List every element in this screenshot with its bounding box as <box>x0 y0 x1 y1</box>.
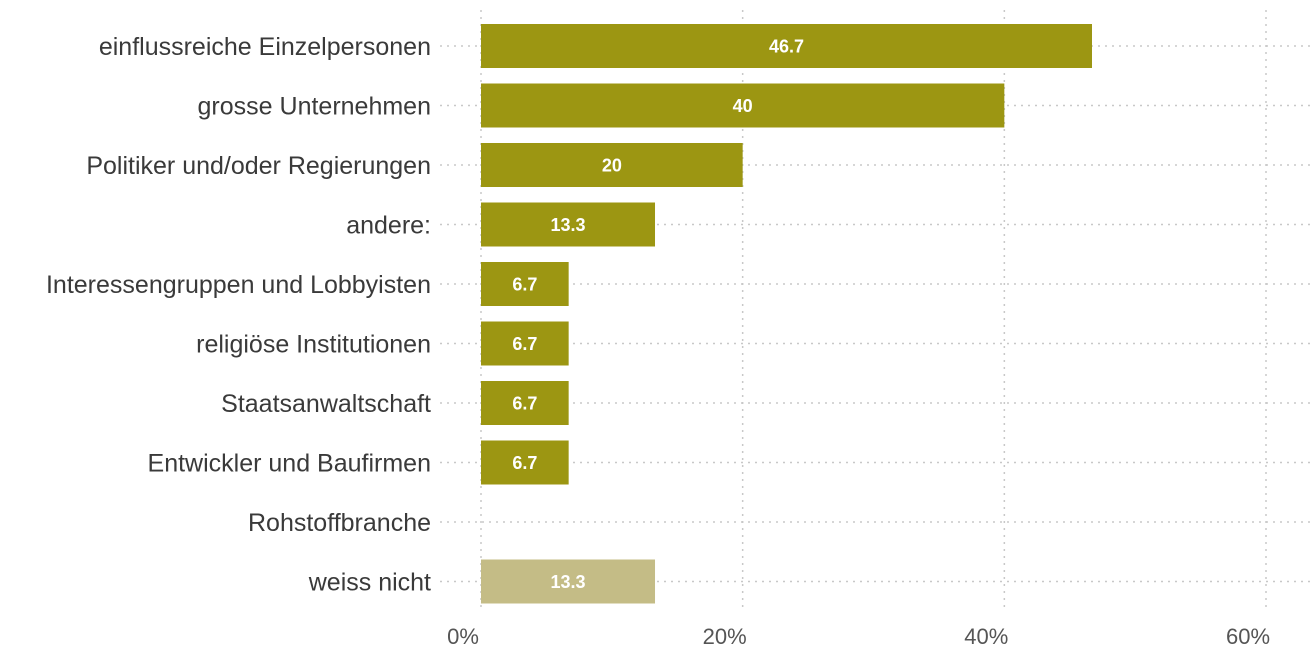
bar <box>481 24 1092 68</box>
bars <box>481 24 1092 604</box>
bar-value-label: 46.7 <box>769 37 804 57</box>
category-label: Staatsanwaltschaft <box>221 390 431 418</box>
category-label: grosse Unternehmen <box>198 93 431 121</box>
bar-value-label: 40 <box>733 96 753 116</box>
bar <box>481 202 656 247</box>
category-label: weiss nicht <box>308 569 431 597</box>
bar <box>481 381 569 425</box>
category-label: Rohstoffbranche <box>248 509 431 537</box>
bar <box>481 143 743 187</box>
category-label: religiöse Institutionen <box>196 331 431 359</box>
x-tick-label: 0% <box>447 624 479 649</box>
bar <box>481 83 1005 128</box>
category-label: einflussreiche Einzelpersonen <box>99 33 431 61</box>
x-axis-tick-labels: 0% 20% 40% 60% <box>447 624 1270 649</box>
bar <box>481 559 656 604</box>
category-labels: einflussreiche Einzelpersonen grosse Unte… <box>46 33 431 597</box>
x-tick-label: 60% <box>1226 624 1270 649</box>
value-labels: 46.7 40 20 13.3 6.7 6.7 6.7 6.7 13.3 <box>512 37 804 593</box>
category-label: andere: <box>346 212 431 240</box>
bar-value-label: 13.3 <box>550 215 585 235</box>
x-tick-label: 20% <box>703 624 747 649</box>
bar-value-label: 6.7 <box>512 394 537 414</box>
bar-value-label: 20 <box>602 156 622 176</box>
bar-value-label: 6.7 <box>512 275 537 295</box>
bar-value-label: 6.7 <box>512 334 537 354</box>
category-label: Politiker und/oder Regierungen <box>86 152 431 180</box>
bar <box>481 262 569 306</box>
category-label: Entwickler und Baufirmen <box>148 450 431 478</box>
x-tick-label: 40% <box>964 624 1008 649</box>
category-label: Interessengruppen und Lobbyisten <box>46 271 431 299</box>
bar <box>481 440 569 485</box>
bar-value-label: 13.3 <box>550 572 585 592</box>
bar <box>481 321 569 366</box>
bar-value-label: 6.7 <box>512 453 537 473</box>
